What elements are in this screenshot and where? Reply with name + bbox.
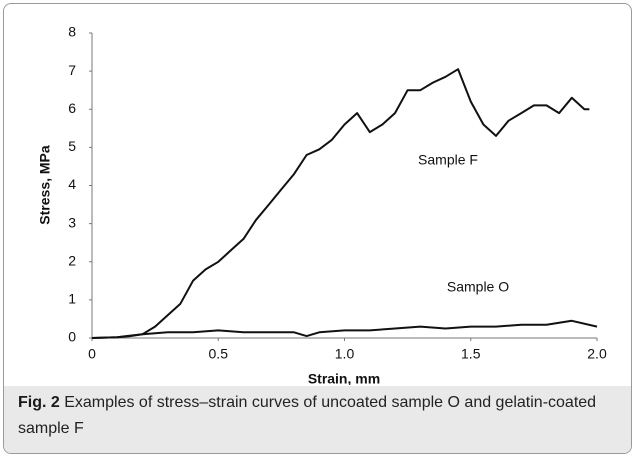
x-axis-label: Strain, mm <box>308 371 380 385</box>
x-tick-label: 0.5 <box>209 346 229 362</box>
y-tick-label: 2 <box>68 252 76 268</box>
y-tick-label: 6 <box>68 100 76 116</box>
y-axis-label: Stress, MPa <box>37 145 53 225</box>
chart: Strain, mm Stress, MPa Sample F Sample O… <box>37 24 607 385</box>
x-tick-label: 1.5 <box>461 346 481 362</box>
annotation: Sample F <box>418 152 478 168</box>
caption-text: Examples of stress–strain curves of unco… <box>18 394 597 437</box>
x-tick-label: 0 <box>88 346 96 362</box>
caption: Fig. 2 Examples of stress–strain curves … <box>4 386 631 453</box>
series-line <box>91 319 598 339</box>
caption-label: Fig. 2 <box>18 394 60 411</box>
figure-frame: Fig. 2 Examples of stress–strain curves … <box>3 3 632 454</box>
y-tick-label: 5 <box>68 138 76 154</box>
series-line <box>91 68 590 339</box>
annotation: Sample O <box>447 279 509 295</box>
y-tick-label: 4 <box>68 176 76 192</box>
x-tick-label: 1.0 <box>335 346 355 362</box>
y-tick-label: 3 <box>68 214 76 230</box>
x-tick-label: 2.0 <box>587 346 607 362</box>
y-tick-label: 0 <box>68 329 76 345</box>
y-tick-label: 1 <box>68 291 76 307</box>
y-tick-label: 7 <box>68 62 76 78</box>
y-tick-label: 8 <box>68 24 76 40</box>
